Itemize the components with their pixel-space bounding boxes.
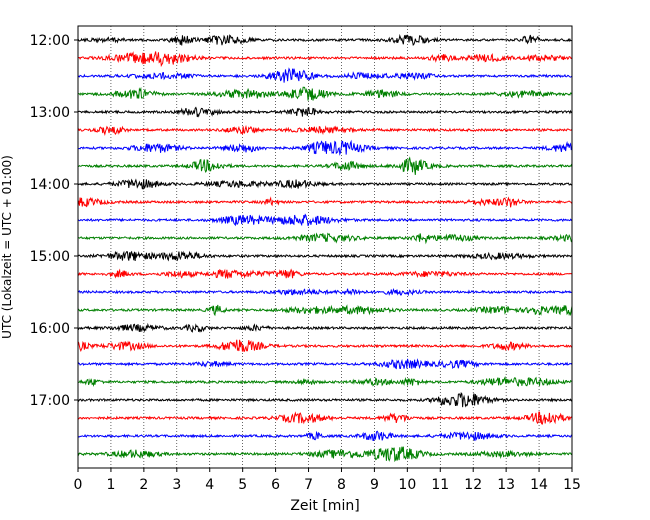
x-axis-label: Zeit [min] (290, 498, 359, 514)
trace-1700 (77, 391, 573, 408)
x-tick-label: 15 (563, 477, 581, 493)
trace-1715 (77, 411, 573, 425)
trace-1530 (77, 287, 573, 297)
x-tick-label: 6 (271, 477, 280, 493)
trace-1545 (77, 304, 573, 317)
y-tick-label: 12:00 (30, 33, 70, 49)
trace-1745 (77, 446, 573, 463)
x-tick-label: 0 (74, 477, 83, 493)
x-tick-label: 13 (497, 477, 515, 493)
x-tick-label: 2 (139, 477, 148, 493)
x-tick-label: 5 (238, 477, 247, 493)
trace-1445 (77, 232, 573, 245)
x-tick-label: 3 (172, 477, 181, 493)
trace-1400 (77, 178, 573, 190)
x-tick-label: 9 (370, 477, 379, 493)
trace-1300 (77, 106, 573, 118)
x-tick-label: 7 (304, 477, 313, 493)
trace-1615 (77, 339, 573, 353)
trace-1730 (77, 430, 573, 442)
trace-1330 (77, 139, 573, 156)
x-tick-label: 11 (431, 477, 449, 493)
seismic-traces (77, 33, 573, 463)
trace-1345 (77, 156, 573, 175)
x-tick-label: 1 (106, 477, 115, 493)
trace-1200 (77, 33, 573, 46)
trace-1215 (77, 51, 573, 68)
x-axis-ticks: 0 1 2 3 4 5 6 7 8 9 10 11 12 13 14 15 (74, 468, 581, 493)
x-tick-label: 4 (205, 477, 214, 493)
plot-frame (77, 25, 573, 469)
trace-1245 (77, 86, 573, 101)
trace-1645 (77, 375, 573, 387)
y-tick-label: 16:00 (30, 321, 70, 337)
trace-1415 (77, 196, 573, 208)
trace-1230 (77, 67, 573, 83)
trace-1600 (77, 322, 573, 333)
trace-1630 (77, 358, 573, 370)
x-tick-label: 12 (464, 477, 482, 493)
y-tick-label: 13:00 (30, 105, 70, 121)
trace-1500 (77, 250, 573, 262)
trace-1430 (77, 213, 573, 227)
x-tick-label: 14 (530, 477, 548, 493)
trace-1315 (77, 124, 573, 137)
y-axis-ticks: 12:00 13:00 14:00 15:00 16:00 17:00 (30, 33, 78, 409)
trace-1515 (77, 268, 573, 279)
x-tick-label: 8 (337, 477, 346, 493)
y-tick-label: 15:00 (30, 249, 70, 265)
x-tick-label: 10 (398, 477, 416, 493)
y-tick-label: 17:00 (30, 393, 70, 409)
y-tick-label: 14:00 (30, 177, 70, 193)
y-axis-label: UTC (Lokalzeit = UTC + 01:00) (0, 155, 14, 339)
